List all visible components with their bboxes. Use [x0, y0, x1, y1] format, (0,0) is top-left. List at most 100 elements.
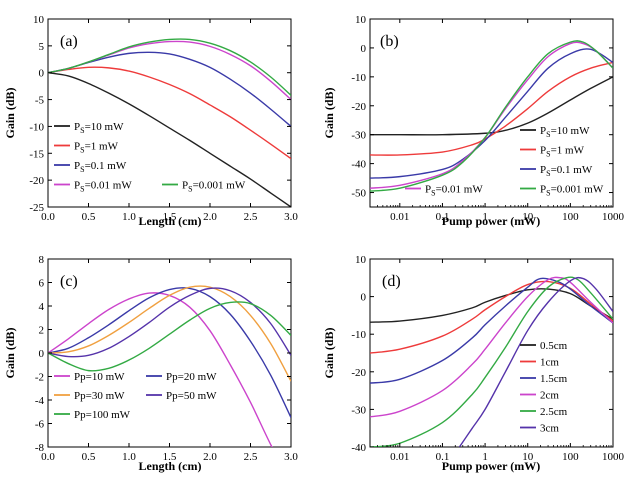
legend-label-main: P	[425, 184, 431, 196]
series-line-1	[48, 72, 291, 207]
panel-tag: (b)	[380, 33, 399, 50]
panel-a: 0.0 0.5 1.0 1.5 2.0 2.5 3.0-25-20-15-10-50510 …	[3, 14, 298, 228]
x-tick-label: 1.5	[163, 451, 177, 463]
legend-label: PS=1 mW	[540, 145, 585, 159]
y-tick-label: 10	[355, 14, 367, 26]
series-line-5	[370, 40, 613, 192]
y-tick-label: 5	[39, 41, 45, 53]
legend-label: Pp=20 mW	[166, 371, 217, 383]
legend-label: Pp=10 mW	[74, 371, 125, 383]
legend-label-main: P	[182, 180, 188, 192]
y-tick-label: -40	[351, 442, 366, 454]
series-layer	[48, 38, 291, 207]
x-tick-label: 10	[522, 451, 534, 463]
x-tick-label: 100	[562, 451, 579, 463]
legend-label: PS=0.1 mW	[540, 164, 593, 178]
legend-label: 1.5cm	[540, 373, 568, 385]
y-tick-label: 0	[39, 348, 45, 360]
y-tick-label: -20	[29, 175, 44, 187]
y-tick-label: 0	[361, 292, 367, 304]
x-tick-label: 3.0	[284, 211, 298, 223]
y-axis-label: Gain (dB)	[3, 327, 17, 378]
legend-label-sub: S	[80, 185, 84, 194]
x-tick-label: 1	[482, 451, 488, 463]
x-tick-label: 1.5	[163, 211, 177, 223]
y-tick-label: 10	[33, 14, 45, 26]
series-line-3	[370, 277, 613, 384]
x-tick-label: 0.5	[82, 451, 96, 463]
x-tick-label: 0.01	[390, 211, 409, 223]
legend-label-rest: =0.001 mW	[193, 180, 246, 192]
legend-label-sub: S	[546, 169, 550, 178]
x-tick-label: 0.1	[436, 451, 450, 463]
y-tick-label: -20	[351, 101, 366, 113]
y-axis-label: Gain (dB)	[322, 327, 336, 378]
y-tick-label: 6	[39, 278, 45, 290]
legend: Pp=10 mW Pp=20 mW Pp=30 mW Pp=50 mW Pp=100 m…	[54, 371, 217, 421]
series-line-2	[48, 287, 291, 418]
y-tick-label: -4	[35, 395, 45, 407]
tick-layer: 0.0 0.5 1.0 1.5 2.0 2.5 3.0 -8 -6 -4 -2 0 2 4 6 8	[35, 254, 299, 463]
legend-label: PS=0.001 mW	[540, 184, 604, 198]
x-tick-label: 2.0	[203, 451, 217, 463]
y-tick-label: 0	[39, 68, 45, 80]
series-line-3	[370, 48, 613, 179]
y-tick-label: -10	[351, 329, 366, 341]
x-tick-label: 0.0	[41, 211, 55, 223]
legend-label-sub: S	[80, 146, 84, 155]
series-line-3	[48, 285, 291, 382]
legend-label-main: P	[74, 121, 80, 133]
y-tick-label: 4	[39, 301, 45, 313]
y-tick-label: -10	[29, 121, 44, 133]
legend-label-sub: S	[80, 126, 84, 135]
series-line-1	[370, 76, 613, 136]
x-tick-label: 2.5	[244, 211, 258, 223]
x-tick-label: 0.1	[436, 211, 450, 223]
x-tick-label: 0.5	[82, 211, 96, 223]
legend-label: PS=1 mW	[74, 141, 119, 155]
legend-label-sub: S	[546, 150, 550, 159]
series-layer	[370, 276, 613, 447]
legend-label-main: P	[540, 164, 546, 176]
series-line-4	[48, 40, 291, 101]
x-tick-label: 1.0	[122, 451, 136, 463]
x-tick-label: 100	[562, 211, 579, 223]
series-line-4	[370, 41, 613, 189]
x-tick-label: 2.0	[203, 211, 217, 223]
series-line-4	[370, 276, 613, 418]
panel-tag: (c)	[60, 273, 78, 290]
legend-label: Pp=50 mW	[166, 390, 217, 402]
legend-label-rest: =10 mW	[551, 125, 591, 137]
legend-label: 2.5cm	[540, 406, 568, 418]
series-line-5	[48, 38, 291, 96]
tick-layer: 0.01 0.1 1 10 100 1000 -50 -40 -30 -20 -10 0 10	[351, 14, 624, 223]
plot-frame	[369, 18, 614, 208]
legend-label-rest: =10 mW	[85, 121, 125, 133]
y-tick-label: -15	[29, 148, 44, 160]
legend-label-rest: =1 mW	[85, 141, 119, 153]
series-line-6	[458, 276, 613, 447]
panel-tag: (a)	[60, 33, 78, 50]
x-tick-label: 0.0	[41, 451, 55, 463]
legend-label: Pp=30 mW	[74, 390, 125, 402]
legend-label: 0.5cm	[540, 340, 568, 352]
legend-label-main: P	[74, 180, 80, 192]
legend-label: 1cm	[540, 357, 559, 369]
y-tick-label: -30	[351, 404, 366, 416]
y-tick-label: -5	[35, 95, 45, 107]
x-axis-label: Pump power (mW)	[442, 214, 540, 228]
x-tick-label: 1000	[602, 211, 625, 223]
legend-label: Pp=100 mW	[74, 409, 131, 421]
x-tick-label: 3.0	[284, 451, 298, 463]
series-layer	[370, 40, 613, 192]
y-axis-label: Gain (dB)	[322, 87, 336, 138]
legend-label-main: P	[74, 141, 80, 153]
y-tick-label: 0	[361, 43, 367, 55]
y-tick-label: -30	[351, 130, 366, 142]
tick-layer: 0.0 0.5 1.0 1.5 2.0 2.5 3.0 -25 -20 -15 -10 -5 0 5 10	[29, 14, 298, 223]
y-tick-label: -2	[35, 372, 44, 384]
